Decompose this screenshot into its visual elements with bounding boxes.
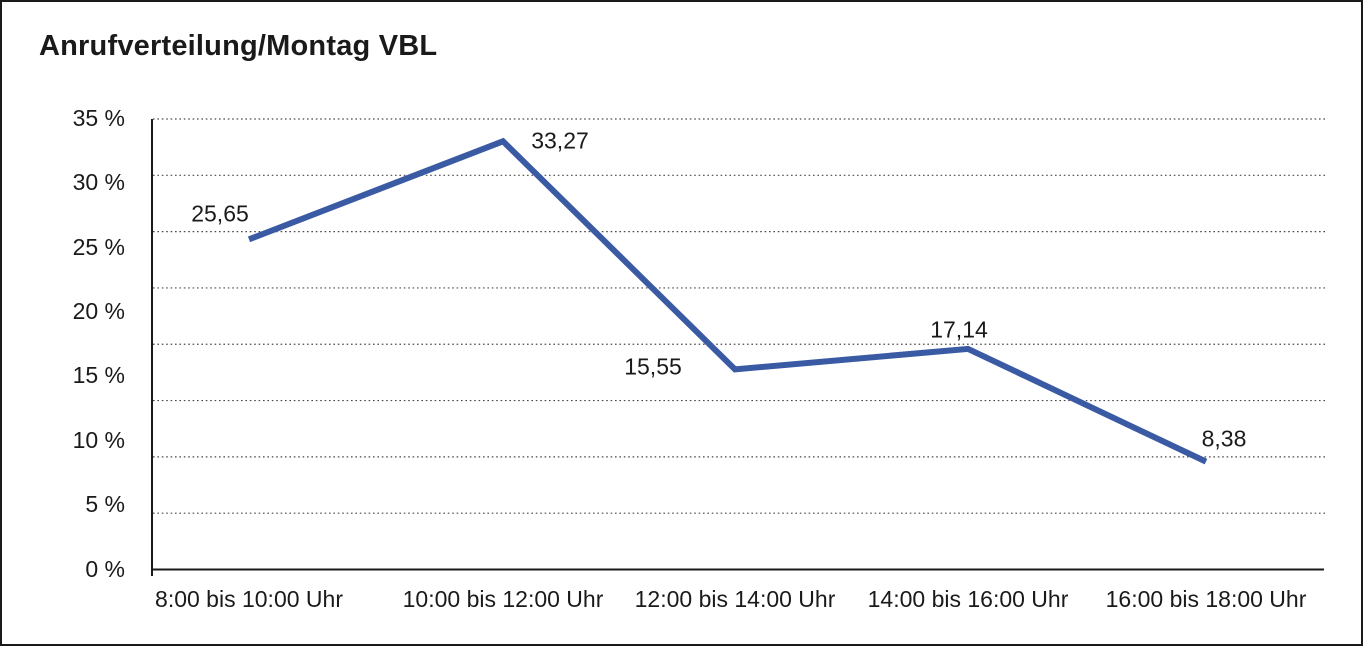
- x-axis-category-label: 16:00 bis 18:00 Uhr: [1105, 586, 1307, 612]
- data-point-value-label: 33,27: [531, 127, 589, 154]
- data-point-value-label: 17,14: [930, 316, 988, 343]
- data-line: [247, 137, 1208, 465]
- chart-title: Anrufverteilung/Montag VBL: [39, 30, 438, 62]
- y-axis-tick-label: 5 %: [85, 491, 125, 518]
- y-axis-tick-label: 20 %: [72, 298, 125, 325]
- y-axis-tick-label: 35 %: [72, 104, 125, 131]
- data-point-value-label: 25,65: [191, 200, 249, 227]
- data-point-value-label: 8,38: [1201, 425, 1247, 452]
- x-axis-category-label: 12:00 bis 14:00 Uhr: [634, 586, 836, 612]
- y-axis-tick-label: 10 %: [72, 426, 125, 453]
- y-axis-tick-label: 25 %: [72, 233, 125, 260]
- data-point-value-label: 15,55: [624, 353, 682, 380]
- y-axis-tick-label: 30 %: [72, 169, 125, 196]
- y-axis-tick-label: 15 %: [72, 362, 125, 389]
- x-axis-category-label: 8:00 bis 10:00 Uhr: [155, 586, 343, 612]
- y-axis-tick-label: 0 %: [85, 555, 125, 582]
- x-axis-category-label: 14:00 bis 16:00 Uhr: [867, 586, 1069, 612]
- x-axis-category-label: 10:00 bis 12:00 Uhr: [402, 586, 604, 612]
